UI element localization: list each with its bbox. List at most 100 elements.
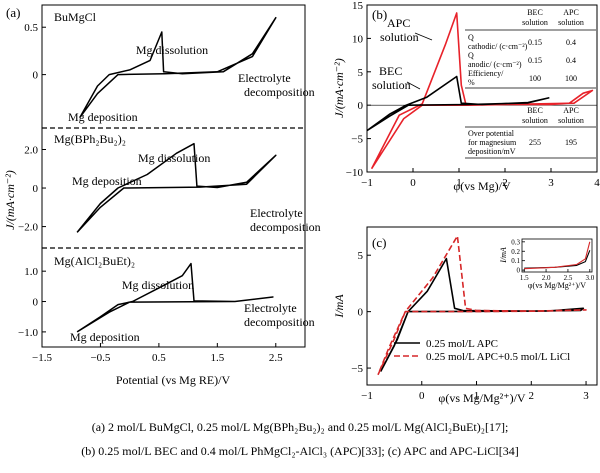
panel-b-annotation-bec: solution <box>372 78 411 92</box>
panel-b-table-cell: % <box>468 78 475 87</box>
panel-a-annotation-decomposition: Electrolyte <box>238 71 291 85</box>
panel-a-annotation-dissolution: Mg dissolution <box>138 151 210 165</box>
panel-a-annotation-decomposition: Electrolyte <box>244 301 297 315</box>
panel-a-ytick-label: 1.0 <box>24 266 38 278</box>
panel-c-inset-ytick-label: 0.1 <box>511 257 520 265</box>
panel-a-xlabel: Potential (vs Mg RE)/V <box>116 373 231 387</box>
panel-b-table-header: solution <box>522 18 548 27</box>
panel-a-subplot-label: Mg(BPh₂Bu₂)₂ <box>54 132 126 146</box>
panel-c-inset-ylabel: I/mA <box>499 247 508 264</box>
panel-b-table-cell: 0.15 <box>528 38 542 47</box>
panel-b-ytick-label: 0 <box>358 100 364 112</box>
panel-b-table-header: BEC <box>527 8 543 17</box>
panel-c-xtick-label: −1 <box>361 390 373 402</box>
panel-a-ytick-label: −1.0 <box>18 327 38 339</box>
panel-b-table-cell: deposition/mV <box>468 147 516 156</box>
panel-b-xtick-label: 1 <box>456 177 462 189</box>
panel-c-inset-ytick-label: 0.3 <box>511 238 520 246</box>
panel-b-xlabel: φ(vs Mg)/V <box>453 179 511 193</box>
panel-b-annotation-apc: APC <box>387 16 410 30</box>
panel-c-label: (c) <box>372 235 386 250</box>
panel-c-inset-xtick-label: 2.0 <box>542 274 551 282</box>
panel-b-table-cell: anodic/ (c·cm⁻²) <box>468 60 522 69</box>
panel-b-table-header: solution <box>558 18 584 27</box>
caption-line-2: (b) 0.25 mol/L BEC and 0.4 mol/L PhMgCl₂… <box>81 444 519 458</box>
panel-a-ytick-label: −2.0 <box>18 222 38 234</box>
panel-b-annotation-arrow <box>406 81 421 90</box>
panel-b-annotation-arrow <box>414 32 433 41</box>
panel-b-table-cell: Over potential <box>468 129 515 138</box>
panel-a-ytick-label: 0 <box>33 70 39 82</box>
panel-b-table-header: BEC <box>527 106 543 115</box>
panel-c-inset-xtick-label: 1.5 <box>520 274 529 282</box>
panel-b-table-cell: cathodic/ (c·cm⁻²) <box>468 42 528 51</box>
panel-b-table-header: APC <box>563 106 579 115</box>
panel-c-ytick-label: −5 <box>351 363 363 375</box>
panel-b-table-cell: 195 <box>565 138 577 147</box>
panel-b-xtick-label: −1 <box>361 177 373 189</box>
panel-c-inset-ytick-label: 0.2 <box>511 248 520 256</box>
panel-c-xlabel: φ(vs Mg/Mg²⁺)/V <box>438 391 526 405</box>
panel-b-frame <box>366 4 598 173</box>
panel-c-inset-series <box>524 241 591 270</box>
panel-a-xtick-label: −1.5 <box>32 352 52 364</box>
panel-a-annotation-decomposition: decomposition <box>244 315 315 329</box>
panel-b-table-cell: 100 <box>529 74 541 83</box>
panel-b-xtick-label: 0 <box>410 177 416 189</box>
panel-a-xtick-label: 0.5 <box>152 352 166 364</box>
panel-c-frame <box>366 226 598 386</box>
panel-a-annotation-decomposition: Electrolyte <box>250 206 303 220</box>
panel-b-table-header: solution <box>522 116 548 125</box>
panel-c-xtick-label: 2 <box>529 390 535 402</box>
panel-b-ytick-label: −5 <box>351 134 363 146</box>
panel-a-xtick-label: −0.5 <box>90 352 110 364</box>
panel-c-inset-xtick-label: 3.0 <box>585 274 594 282</box>
panel-b-table-cell: 0.15 <box>528 56 542 65</box>
panel-a-xtick-label: 2.5 <box>269 352 283 364</box>
panel-c-xtick-label: 3 <box>583 390 589 402</box>
panel-c-legend-label: 0.25 mol/L APC+0.5 mol/L LiCl <box>426 351 570 363</box>
panel-b-annotation-bec: BEC <box>379 64 402 78</box>
panel-b-xtick-label: 4 <box>594 177 600 189</box>
panel-a-annotation-deposition: Mg deposition <box>68 110 138 124</box>
panel-a-ytick-label: 0.5 <box>24 22 38 34</box>
caption-line-1: (a) 2 mol/L BuMgCl, 0.25 mol/L Mg(BPh₂Bu… <box>91 420 509 434</box>
panel-a-cv-curve <box>76 142 277 233</box>
panel-b-table-cell: Q <box>468 33 474 42</box>
panel-a-subplot-label: BuMgCl <box>54 10 97 24</box>
panel-a-frame <box>41 4 306 348</box>
panel-b-ytick-label: 5 <box>358 67 364 79</box>
panel-b-series-bec <box>366 75 550 132</box>
panel-b-table-cell: 100 <box>565 74 577 83</box>
panel-a-label: (a) <box>6 5 20 20</box>
panel-b-table-cell: 0.4 <box>566 38 576 47</box>
panel-b-label: (b) <box>372 7 387 22</box>
panel-c-series <box>377 235 587 376</box>
panel-b-table-cell: for magnesium <box>468 138 517 147</box>
panel-c-ytick-label: 0 <box>358 307 364 319</box>
panel-a-annotation-deposition: Mg deposition <box>72 174 142 188</box>
panel-b-ytick-label: 10 <box>352 33 364 45</box>
panel-a-xtick-label: 1.5 <box>210 352 224 364</box>
panel-b-table-cell: Q <box>468 51 474 60</box>
panel-b-table-cell: 0.4 <box>566 56 576 65</box>
panel-a-ytick-label: 0 <box>33 297 39 309</box>
panel-a-cv-curve <box>79 16 277 118</box>
panel-c-inset-xtick-label: 2.5 <box>564 274 573 282</box>
panel-b-table-cell: Efficiency/ <box>468 69 504 78</box>
panel-a-annotation-decomposition: decomposition <box>244 85 315 99</box>
panel-a-annotation-dissolution: Mg dissolution <box>122 278 194 292</box>
panel-b-xtick-label: 3 <box>548 177 554 189</box>
panel-b-ylabel: J/(mA·cm⁻²) <box>332 58 346 118</box>
panel-c-ylabel: I/mA <box>332 294 346 319</box>
panel-a-ytick-label: 2.0 <box>24 144 38 156</box>
panel-b-table-header: solution <box>558 116 584 125</box>
panel-b-xtick-label: 2 <box>502 177 508 189</box>
panel-b-ytick-label: −10 <box>346 167 364 179</box>
panel-b-table-header: APC <box>563 8 579 17</box>
panel-a-ytick-label: 0 <box>33 183 39 195</box>
panel-b-table-cell: 255 <box>529 138 541 147</box>
panel-c-ytick-label: 5 <box>358 250 364 262</box>
panel-a-annotation-decomposition: decomposition <box>250 220 321 234</box>
